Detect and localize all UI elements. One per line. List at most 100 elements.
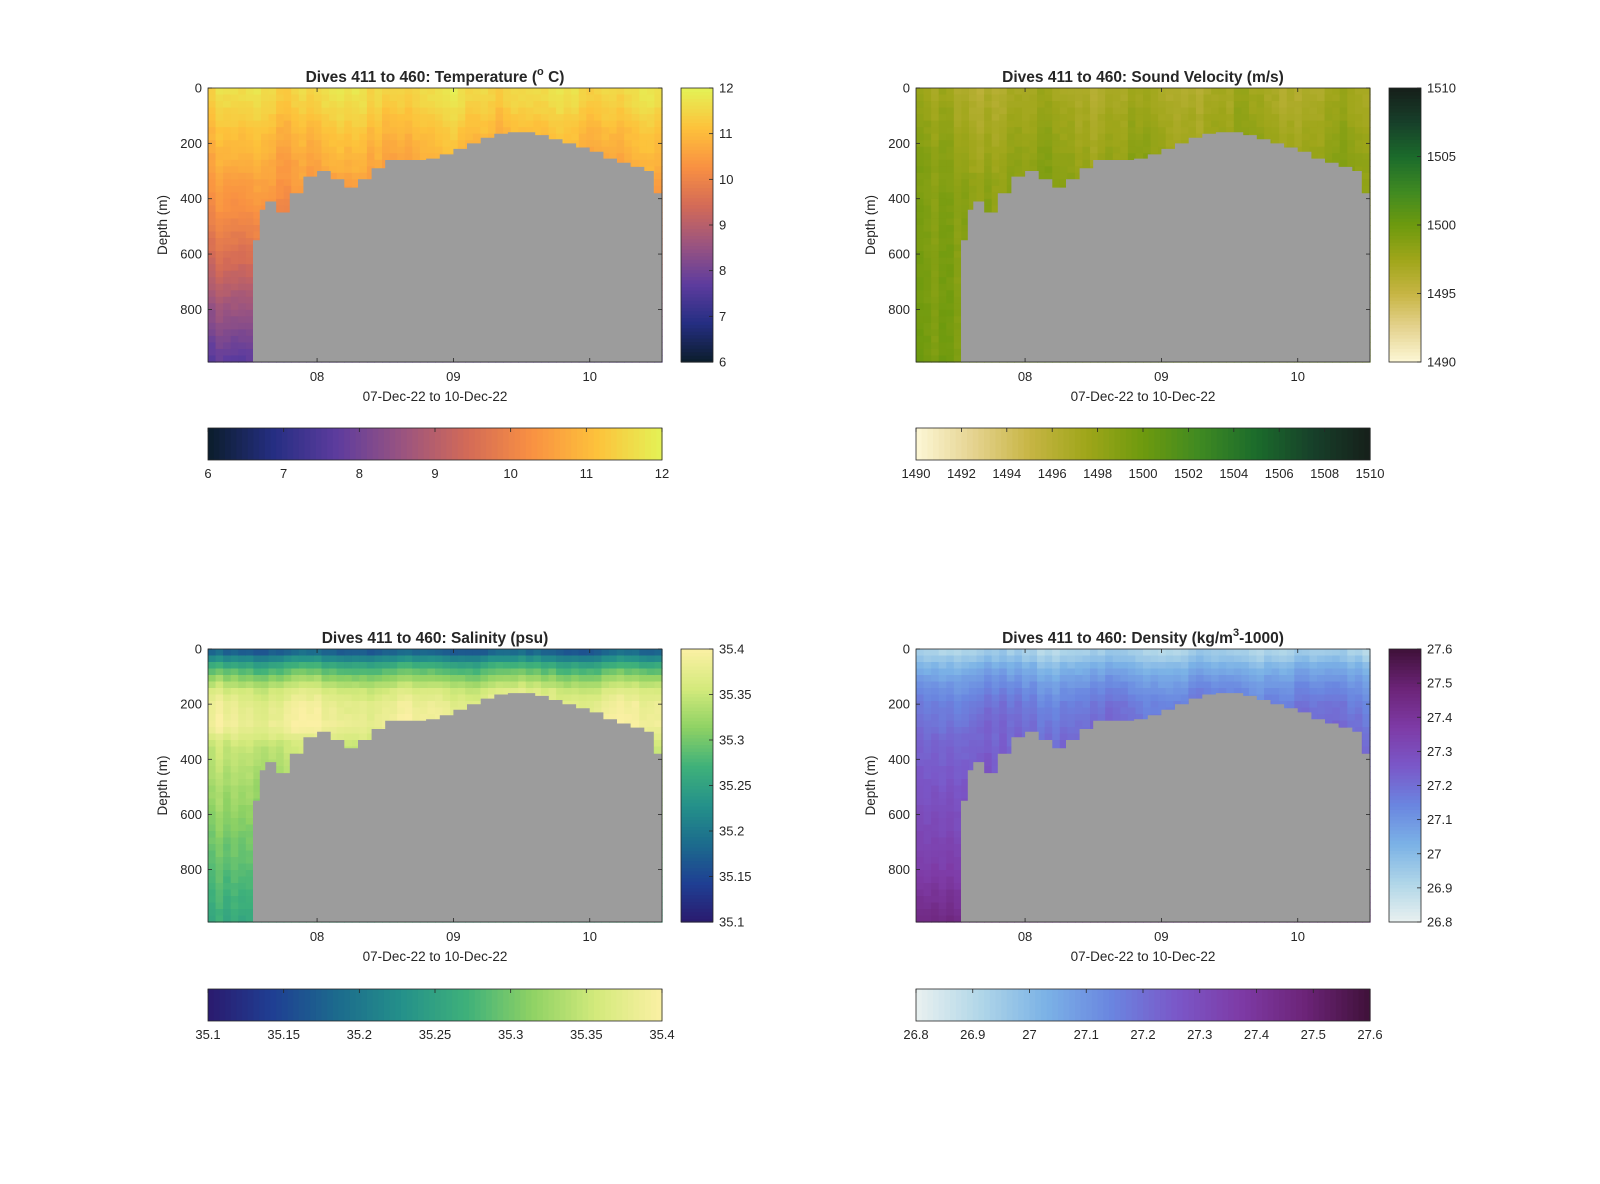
colorbar-segment (566, 428, 572, 460)
heatmap-cell (208, 225, 216, 232)
heatmap-cell (231, 95, 239, 102)
heatmap-cell (216, 95, 224, 102)
heatmap-cell (1181, 114, 1189, 121)
heatmap-cell (1082, 114, 1090, 121)
heatmap-cell (954, 101, 962, 108)
heatmap-cell (526, 88, 534, 95)
heatmap-cell (253, 108, 261, 115)
heatmap-cell (946, 297, 954, 304)
heatmap-cell (1294, 114, 1302, 121)
heatmap-cell (420, 95, 428, 102)
heatmap-cell (208, 179, 216, 186)
heatmap-cell (1249, 88, 1257, 95)
heatmap-cell (1196, 101, 1204, 108)
heatmap-cell (216, 212, 224, 219)
heatmap-cell (931, 121, 939, 128)
heatmap-cell (223, 179, 231, 186)
heatmap-cell (1105, 121, 1113, 128)
heatmap-cell (617, 95, 625, 102)
heatmap-cell (299, 147, 307, 154)
heatmap-cell (939, 212, 947, 219)
heatmap-cell (624, 134, 632, 141)
heatmap-cell (1022, 108, 1030, 115)
heatmap-cell (1082, 88, 1090, 95)
heatmap-cell (238, 147, 246, 154)
heatmap-cell (276, 101, 284, 108)
heatmap-cell (541, 121, 549, 128)
colorbar-segment (242, 428, 248, 460)
heatmap-cell (647, 101, 655, 108)
heatmap-cell (367, 127, 375, 134)
heatmap-cell (231, 264, 239, 271)
heatmap-cell (931, 153, 939, 160)
heatmap-cell (238, 218, 246, 225)
heatmap-cell (511, 121, 519, 128)
heatmap-cell (390, 147, 398, 154)
heatmap-cell (1075, 127, 1083, 134)
heatmap-cell (231, 212, 239, 219)
heatmap-cell (647, 114, 655, 121)
heatmap-cell (246, 192, 254, 199)
heatmap-cell (246, 245, 254, 252)
heatmap-cell (931, 342, 939, 349)
heatmap-cell (1113, 127, 1121, 134)
heatmap-cell (374, 101, 382, 108)
heatmap-cell (946, 134, 954, 141)
heatmap-cell (1075, 140, 1083, 147)
heatmap-cell (984, 121, 992, 128)
heatmap-cell (480, 95, 488, 102)
heatmap-cell (984, 127, 992, 134)
heatmap-cell (238, 258, 246, 265)
heatmap-cell (999, 101, 1007, 108)
heatmap-cell (465, 88, 473, 95)
colorbar-segment (681, 259, 713, 263)
heatmap-cell (1287, 101, 1295, 108)
heatmap-cell (208, 284, 216, 291)
heatmap-cell (999, 88, 1007, 95)
heatmap-cell (1135, 95, 1143, 102)
heatmap-cell (299, 127, 307, 134)
heatmap-cell (208, 166, 216, 173)
heatmap-cell (924, 147, 932, 154)
heatmap-cell (397, 140, 405, 147)
colorbar-segment (560, 428, 566, 460)
heatmap-cell (284, 140, 292, 147)
heatmap-cell (269, 153, 277, 160)
heatmap-cell (382, 147, 390, 154)
heatmap-cell (961, 140, 969, 147)
heatmap-cell (586, 88, 594, 95)
heatmap-cell (533, 88, 541, 95)
heatmap-cell (939, 225, 947, 232)
heatmap-cell (503, 101, 511, 108)
heatmap-cell (924, 355, 932, 362)
heatmap-cell (405, 147, 413, 154)
heatmap-cell (1204, 114, 1212, 121)
heatmap-cell (223, 114, 231, 121)
heatmap-cell (374, 114, 382, 121)
heatmap-cell (954, 355, 962, 362)
heatmap-cell (533, 121, 541, 128)
heatmap-cell (939, 258, 947, 265)
heatmap-cell (261, 160, 269, 167)
heatmap-cell (1014, 153, 1022, 160)
colorbar-segment (681, 174, 713, 178)
heatmap-cell (946, 349, 954, 356)
colorbar-segment (628, 428, 634, 460)
heatmap-cell (609, 88, 617, 95)
colorbar-segment (412, 428, 418, 460)
heatmap-cell (1052, 173, 1060, 180)
heatmap-cell (1143, 101, 1151, 108)
heatmap-cell (647, 127, 655, 134)
heatmap-cell (984, 101, 992, 108)
heatmap-cell (299, 114, 307, 121)
colorbar-segment (681, 136, 713, 140)
heatmap-cell (916, 251, 924, 258)
heatmap-cell (435, 101, 443, 108)
heatmap-cell (306, 134, 314, 141)
heatmap-cell (261, 140, 269, 147)
heatmap-cell (1317, 101, 1325, 108)
heatmap-cell (1158, 88, 1166, 95)
heatmap-cell (1196, 127, 1204, 134)
colorbar-segment (299, 428, 305, 460)
heatmap-cell (344, 140, 352, 147)
